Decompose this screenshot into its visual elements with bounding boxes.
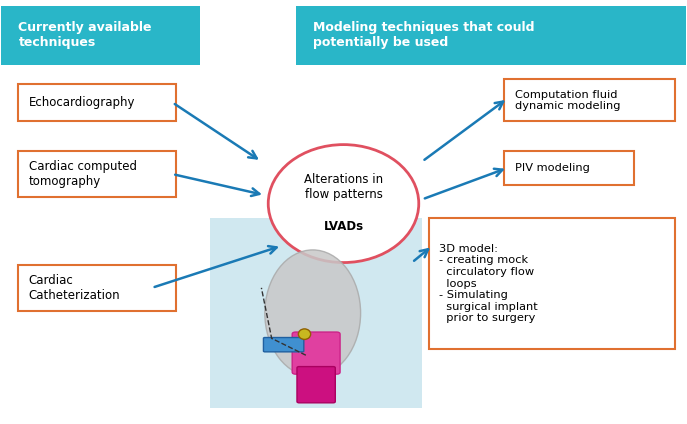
FancyArrowPatch shape bbox=[414, 249, 428, 261]
FancyBboxPatch shape bbox=[19, 265, 176, 311]
FancyArrowPatch shape bbox=[175, 175, 260, 196]
FancyBboxPatch shape bbox=[429, 218, 675, 349]
FancyBboxPatch shape bbox=[297, 367, 335, 403]
FancyArrowPatch shape bbox=[155, 246, 277, 287]
Text: Currently available
techniques: Currently available techniques bbox=[19, 21, 152, 49]
FancyArrowPatch shape bbox=[425, 169, 502, 198]
FancyArrowPatch shape bbox=[425, 102, 504, 160]
FancyBboxPatch shape bbox=[210, 218, 423, 408]
FancyArrowPatch shape bbox=[174, 104, 257, 159]
FancyBboxPatch shape bbox=[295, 6, 686, 64]
Ellipse shape bbox=[264, 250, 361, 376]
FancyBboxPatch shape bbox=[1, 6, 200, 64]
Ellipse shape bbox=[268, 145, 419, 262]
Text: PIV modeling: PIV modeling bbox=[515, 163, 589, 173]
Text: LVADs: LVADs bbox=[324, 220, 363, 233]
FancyBboxPatch shape bbox=[292, 332, 340, 374]
Text: Modeling techniques that could
potentially be used: Modeling techniques that could potential… bbox=[313, 21, 534, 49]
Text: Cardiac computed
tomography: Cardiac computed tomography bbox=[29, 160, 137, 188]
FancyBboxPatch shape bbox=[504, 151, 634, 184]
Text: Computation fluid
dynamic modeling: Computation fluid dynamic modeling bbox=[515, 89, 620, 111]
Text: Cardiac
Catheterization: Cardiac Catheterization bbox=[29, 274, 120, 302]
Text: Alterations in
flow patterns: Alterations in flow patterns bbox=[304, 173, 383, 201]
FancyBboxPatch shape bbox=[504, 79, 675, 121]
Text: 3D model:
- creating mock
  circulatory flow
  loops
- Simulating
  surgical imp: 3D model: - creating mock circulatory fl… bbox=[439, 244, 538, 324]
Text: Echocardiography: Echocardiography bbox=[29, 96, 135, 109]
FancyBboxPatch shape bbox=[19, 151, 176, 197]
FancyBboxPatch shape bbox=[263, 338, 304, 352]
FancyBboxPatch shape bbox=[19, 84, 176, 121]
Ellipse shape bbox=[298, 329, 311, 340]
